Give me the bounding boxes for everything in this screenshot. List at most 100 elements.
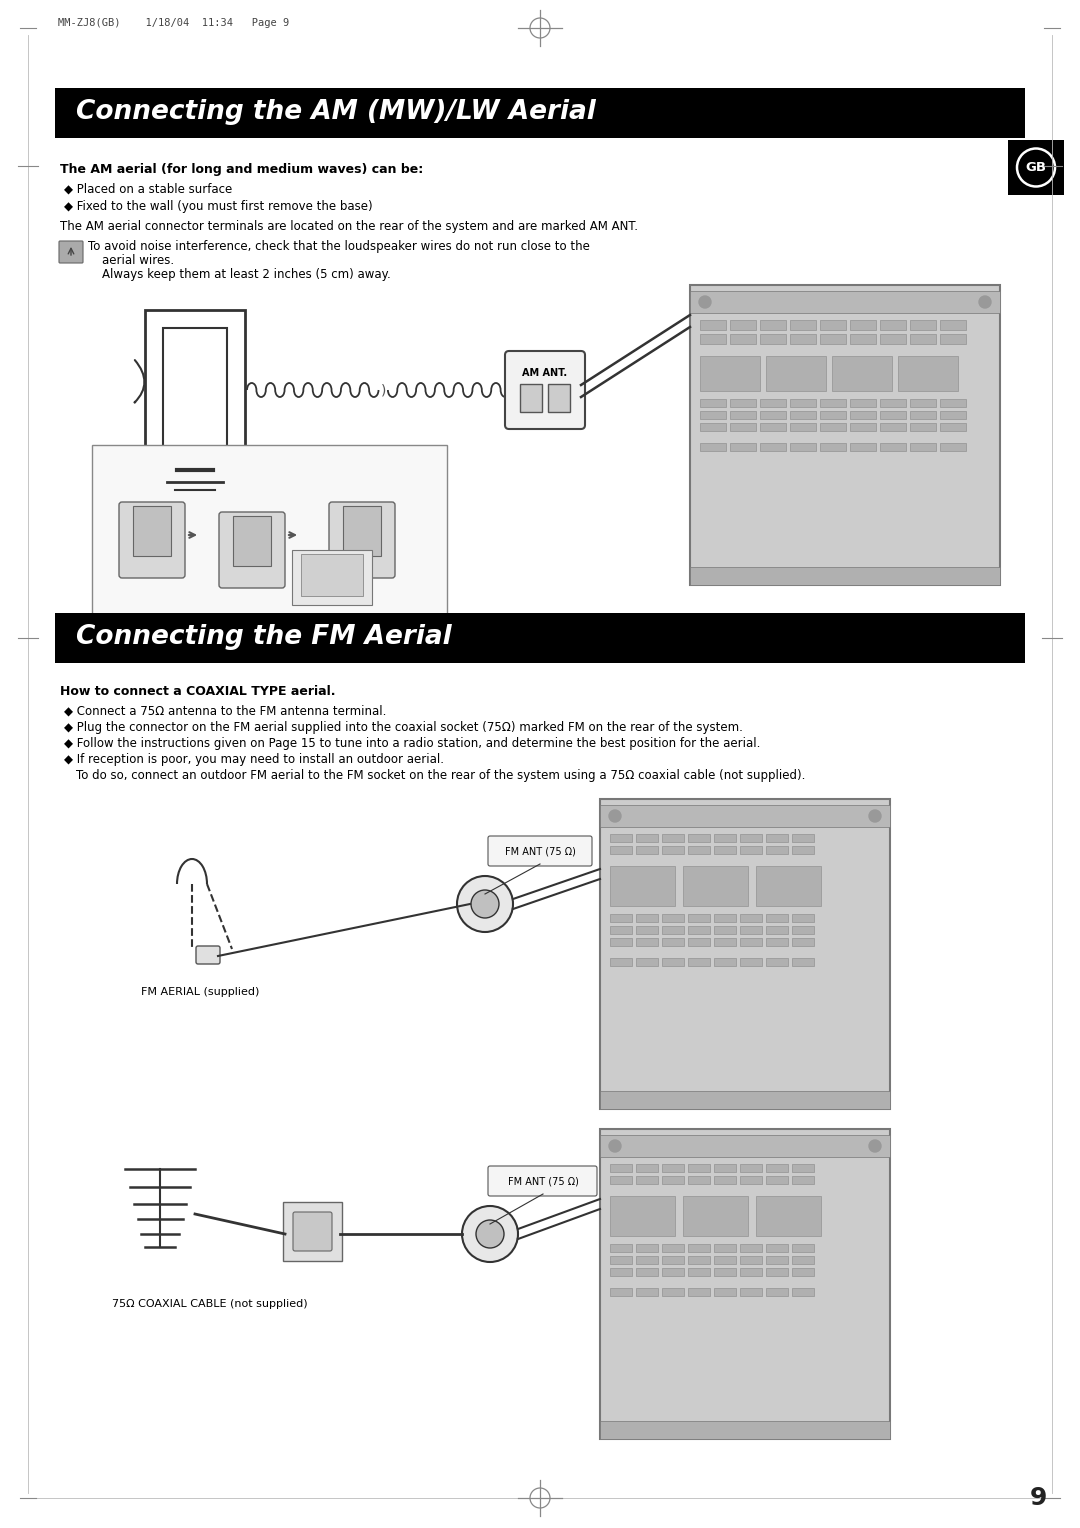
- Text: ◆ Plug the connector on the FM aerial supplied into the coaxial socket (75Ω) mar: ◆ Plug the connector on the FM aerial su…: [64, 721, 743, 733]
- FancyBboxPatch shape: [610, 834, 632, 842]
- FancyBboxPatch shape: [636, 834, 658, 842]
- FancyBboxPatch shape: [636, 1256, 658, 1264]
- Text: ◆ Follow the instructions given on Page 15 to tune into a radio station, and det: ◆ Follow the instructions given on Page …: [64, 736, 760, 750]
- FancyBboxPatch shape: [690, 567, 1000, 585]
- FancyBboxPatch shape: [610, 926, 632, 934]
- FancyBboxPatch shape: [760, 319, 786, 330]
- FancyBboxPatch shape: [740, 1288, 762, 1296]
- FancyBboxPatch shape: [820, 399, 846, 406]
- FancyBboxPatch shape: [488, 1166, 597, 1196]
- FancyBboxPatch shape: [636, 1164, 658, 1172]
- FancyBboxPatch shape: [850, 411, 876, 419]
- FancyBboxPatch shape: [662, 1256, 684, 1264]
- FancyBboxPatch shape: [690, 286, 1000, 585]
- Text: Connecting the FM Aerial: Connecting the FM Aerial: [76, 623, 451, 649]
- FancyBboxPatch shape: [329, 503, 395, 578]
- FancyBboxPatch shape: [292, 550, 372, 605]
- FancyBboxPatch shape: [832, 356, 892, 391]
- FancyBboxPatch shape: [662, 1268, 684, 1276]
- FancyBboxPatch shape: [662, 847, 684, 854]
- FancyBboxPatch shape: [820, 423, 846, 431]
- FancyBboxPatch shape: [600, 799, 890, 1109]
- FancyBboxPatch shape: [714, 834, 735, 842]
- Text: aerial wires.: aerial wires.: [102, 254, 174, 267]
- FancyBboxPatch shape: [688, 958, 710, 966]
- FancyBboxPatch shape: [850, 399, 876, 406]
- FancyBboxPatch shape: [940, 423, 966, 431]
- Text: MM-ZJ8(GB)    1/18/04  11:34   Page 9: MM-ZJ8(GB) 1/18/04 11:34 Page 9: [58, 18, 289, 28]
- FancyBboxPatch shape: [662, 1164, 684, 1172]
- FancyBboxPatch shape: [636, 1244, 658, 1251]
- FancyBboxPatch shape: [714, 1164, 735, 1172]
- FancyBboxPatch shape: [792, 1177, 814, 1184]
- FancyBboxPatch shape: [636, 914, 658, 921]
- FancyBboxPatch shape: [610, 938, 632, 946]
- Circle shape: [476, 1219, 504, 1248]
- FancyBboxPatch shape: [636, 1288, 658, 1296]
- FancyBboxPatch shape: [700, 423, 726, 431]
- FancyBboxPatch shape: [820, 319, 846, 330]
- FancyBboxPatch shape: [730, 399, 756, 406]
- Circle shape: [609, 810, 621, 822]
- FancyBboxPatch shape: [714, 847, 735, 854]
- FancyBboxPatch shape: [233, 516, 271, 565]
- FancyBboxPatch shape: [740, 847, 762, 854]
- FancyBboxPatch shape: [688, 914, 710, 921]
- Text: 9: 9: [1029, 1487, 1047, 1510]
- FancyBboxPatch shape: [789, 335, 816, 344]
- FancyBboxPatch shape: [730, 411, 756, 419]
- FancyBboxPatch shape: [740, 1244, 762, 1251]
- FancyBboxPatch shape: [688, 1288, 710, 1296]
- FancyBboxPatch shape: [880, 443, 906, 451]
- FancyBboxPatch shape: [600, 1129, 890, 1439]
- FancyBboxPatch shape: [688, 938, 710, 946]
- FancyBboxPatch shape: [740, 958, 762, 966]
- FancyBboxPatch shape: [636, 958, 658, 966]
- FancyBboxPatch shape: [700, 399, 726, 406]
- FancyBboxPatch shape: [792, 958, 814, 966]
- FancyBboxPatch shape: [688, 1177, 710, 1184]
- FancyBboxPatch shape: [714, 914, 735, 921]
- FancyBboxPatch shape: [820, 411, 846, 419]
- FancyBboxPatch shape: [730, 423, 756, 431]
- FancyBboxPatch shape: [940, 399, 966, 406]
- Text: ◆ Connect a 75Ω antenna to the FM antenna terminal.: ◆ Connect a 75Ω antenna to the FM antenn…: [64, 704, 387, 718]
- FancyBboxPatch shape: [700, 319, 726, 330]
- FancyBboxPatch shape: [766, 926, 788, 934]
- FancyBboxPatch shape: [760, 443, 786, 451]
- FancyBboxPatch shape: [789, 443, 816, 451]
- FancyBboxPatch shape: [662, 834, 684, 842]
- FancyBboxPatch shape: [910, 319, 936, 330]
- FancyBboxPatch shape: [760, 411, 786, 419]
- FancyBboxPatch shape: [730, 443, 756, 451]
- FancyBboxPatch shape: [910, 399, 936, 406]
- FancyBboxPatch shape: [714, 1268, 735, 1276]
- FancyBboxPatch shape: [636, 1177, 658, 1184]
- FancyBboxPatch shape: [343, 506, 381, 556]
- FancyBboxPatch shape: [910, 423, 936, 431]
- FancyBboxPatch shape: [789, 319, 816, 330]
- FancyBboxPatch shape: [700, 335, 726, 344]
- FancyBboxPatch shape: [940, 411, 966, 419]
- FancyBboxPatch shape: [714, 926, 735, 934]
- FancyBboxPatch shape: [880, 399, 906, 406]
- FancyBboxPatch shape: [610, 1164, 632, 1172]
- FancyBboxPatch shape: [636, 1268, 658, 1276]
- FancyBboxPatch shape: [766, 847, 788, 854]
- Text: AM ANT.: AM ANT.: [523, 368, 568, 377]
- FancyBboxPatch shape: [740, 914, 762, 921]
- Text: 75Ω COAXIAL CABLE (not supplied): 75Ω COAXIAL CABLE (not supplied): [112, 1299, 308, 1309]
- Circle shape: [457, 876, 513, 932]
- FancyBboxPatch shape: [92, 445, 447, 620]
- Text: FM AERIAL (supplied): FM AERIAL (supplied): [140, 987, 259, 996]
- FancyBboxPatch shape: [850, 443, 876, 451]
- FancyBboxPatch shape: [600, 1091, 890, 1109]
- FancyBboxPatch shape: [610, 1288, 632, 1296]
- Text: FM ANT (75 Ω): FM ANT (75 Ω): [508, 1177, 579, 1186]
- FancyBboxPatch shape: [792, 926, 814, 934]
- FancyBboxPatch shape: [789, 411, 816, 419]
- FancyBboxPatch shape: [600, 805, 890, 827]
- FancyBboxPatch shape: [610, 958, 632, 966]
- FancyBboxPatch shape: [740, 926, 762, 934]
- FancyBboxPatch shape: [910, 335, 936, 344]
